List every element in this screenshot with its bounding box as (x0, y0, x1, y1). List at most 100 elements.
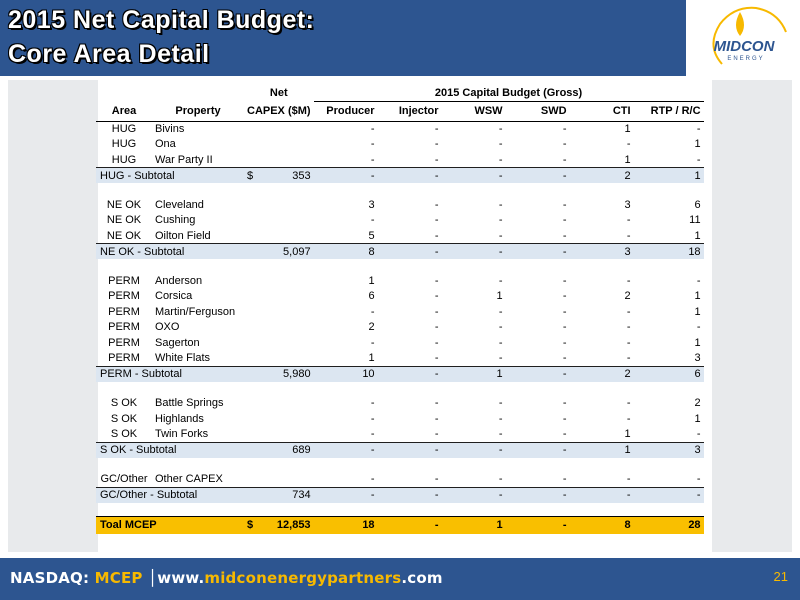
injector-cell: - (434, 229, 439, 242)
capex-cell (260, 213, 313, 229)
total-swd: - (505, 516, 570, 534)
area-cell: S OK (110, 412, 138, 425)
table-page (98, 80, 712, 552)
wsw-cell: - (498, 352, 503, 364)
wsw-cell: - (498, 153, 503, 166)
property-cell: Martin/Ferguson (155, 305, 236, 318)
area-cell: S OK (110, 428, 138, 440)
subtotal-wsw: - (441, 486, 506, 503)
producer-cell: - (370, 336, 375, 349)
spacer-cell (570, 259, 634, 273)
rtp-cell: 1 (694, 305, 701, 318)
producer-cell: - (370, 412, 375, 425)
spacer-cell (378, 458, 442, 472)
subtotal-swd: - (505, 243, 570, 259)
property-cell: Highlands (155, 412, 204, 425)
spacer-cell (570, 183, 634, 197)
producer-cell: - (370, 397, 375, 410)
capex-cell (260, 411, 313, 427)
subtotal-swd: - (505, 441, 570, 458)
capex-cell (260, 335, 313, 351)
col-injector: Injector (377, 101, 442, 122)
wsw-cell: - (498, 123, 503, 135)
rtp-cell: 3 (694, 352, 701, 364)
wsw-cell: - (498, 305, 503, 318)
total-row: Toal MCEP $12,853 18-1-8 28 (96, 516, 704, 534)
rtp-cell: - (696, 428, 701, 440)
subtotal-injector: - (377, 441, 442, 458)
capex-cell (260, 427, 313, 443)
table-body: HUG Bivins - - - - 1 - HUG Ona - - - - - 1 HUG War Party … (96, 121, 704, 534)
nasdaq-label: NASDAQ: (10, 569, 95, 587)
col-wsw: WSW (441, 101, 506, 122)
total-capex: 12,853 (260, 516, 314, 534)
spacer-cell (260, 382, 313, 396)
rtp-cell: 1 (694, 412, 701, 425)
rtp-cell: - (696, 153, 701, 166)
subtotal-wsw: 1 (441, 365, 506, 382)
cti-cell: - (626, 274, 631, 287)
total-rtp: 28 (633, 516, 704, 534)
subtotal-row: PERM - Subtotal 5,980 10-1-2 6 (96, 365, 704, 382)
swd-cell: - (562, 321, 567, 334)
footer-text: NASDAQ: MCEP │www.midconenergypartners.c… (10, 569, 443, 587)
table-row: S OK Highlands - - - - - 1 (96, 411, 704, 427)
dollar-cell (244, 273, 260, 289)
cti-cell: - (626, 336, 631, 349)
spacer-cell (96, 259, 152, 273)
injector-cell: - (434, 274, 439, 287)
injector-cell: - (434, 412, 439, 425)
capital-budget-table: Net 2015 Capital Budget (Gross) Area Pro… (96, 85, 704, 534)
injector-cell: - (434, 352, 439, 364)
injector-cell: - (434, 305, 439, 318)
rtp-cell: 11 (689, 214, 701, 227)
subtotal-label: GC/Other - Subtotal (96, 486, 244, 503)
subtotal-capex: 689 (260, 441, 314, 458)
wsw-cell: - (498, 321, 503, 334)
injector-cell: - (434, 123, 439, 135)
total-producer: 18 (313, 516, 378, 534)
spacer-cell (244, 503, 260, 517)
svg-text:ENERGY: ENERGY (727, 56, 764, 62)
cti-cell: - (626, 229, 631, 242)
wsw-cell: 1 (496, 290, 503, 303)
area-cell: S OK (110, 397, 138, 410)
producer-cell: 1 (368, 352, 375, 364)
dollar-cell (244, 152, 260, 168)
swd-cell: - (562, 198, 567, 211)
spacer-cell (570, 503, 634, 517)
subtotal-capex: 353 (260, 167, 314, 183)
subtotal-injector: - (377, 365, 442, 382)
property-cell: Cleveland (155, 198, 204, 211)
injector-cell: - (434, 198, 439, 211)
subtotal-swd: - (505, 167, 570, 183)
rtp-cell: 1 (694, 336, 701, 349)
capex-cell (260, 304, 313, 320)
cti-cell: - (626, 321, 631, 334)
subtotal-cti: 2 (569, 167, 634, 183)
subtotal-row: GC/Other - Subtotal 734- - - - - - (96, 486, 704, 503)
spacer-cell (442, 382, 506, 396)
spacer-cell (506, 458, 570, 472)
spacer-cell (314, 458, 378, 472)
swd-cell: - (562, 397, 567, 410)
col-producer: Producer (313, 101, 378, 122)
total-dollar: $ (244, 516, 261, 534)
spacer-row (96, 382, 704, 396)
subtotal-injector: - (377, 167, 442, 183)
spacer-cell (442, 259, 506, 273)
cti-cell: - (626, 397, 631, 410)
content-area (8, 80, 792, 552)
spacer-cell (314, 503, 378, 517)
table-row: S OK Battle Springs - - - - - 2 (96, 396, 704, 412)
subtotal-rtp: 18 (633, 243, 704, 259)
table-row: NE OK Cleveland 3 - - - 3 6 (96, 197, 704, 213)
flame-icon (736, 12, 744, 36)
capex-cell (260, 197, 313, 213)
table-row: PERM Martin/Ferguson - - - - - 1 (96, 304, 704, 320)
property-cell: Oilton Field (155, 229, 211, 242)
subtotal-row: HUG - Subtotal $353- - - -2 1 (96, 167, 704, 183)
gross-budget-header: 2015 Capital Budget (Gross) (313, 85, 704, 102)
subtotal-swd: - (505, 486, 570, 503)
net-header: Net (269, 87, 288, 99)
